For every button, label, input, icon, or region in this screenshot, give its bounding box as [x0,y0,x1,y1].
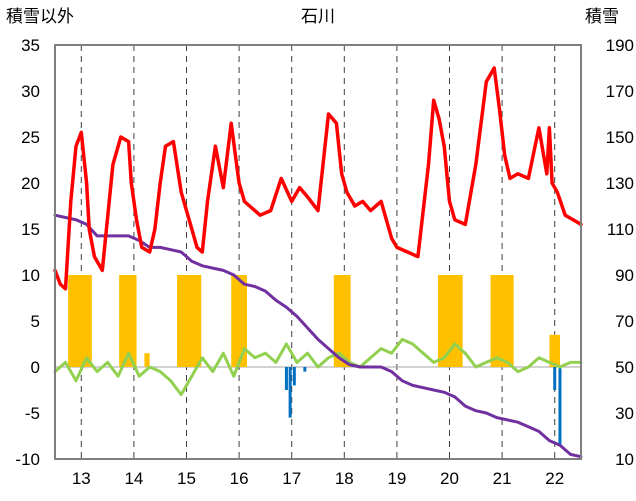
orange-bar-2 [144,353,150,367]
series-line-red [53,66,583,291]
left-tick-label-0: -10 [15,450,40,469]
orange-bar-8 [549,334,560,367]
orange-bar-7 [490,275,514,367]
right-tick-label-8: 170 [606,82,634,101]
left-tick-label-1: -5 [25,404,40,423]
left-axis-label: 積雪以外 [6,7,74,27]
orange-bar-3 [177,275,202,367]
x-tick-label-6: 19 [387,469,406,488]
orange-bars [68,275,560,367]
left-tick-label-9: 35 [21,36,40,55]
left-tick-label-2: 0 [31,358,40,377]
left-tick-label-3: 5 [31,312,40,331]
right-tick-label-0: 10 [615,450,634,469]
series-lines [53,66,583,459]
left-tick-label-7: 25 [21,128,40,147]
x-tick-label-8: 21 [493,469,512,488]
left-tick-label-5: 15 [21,220,40,239]
right-tick-label-9: 190 [606,36,634,55]
x-tick-label-4: 17 [282,469,301,488]
plot-frame [54,44,582,460]
x-tick-label-3: 16 [230,469,249,488]
orange-bar-6 [437,275,463,367]
right-tick-label-3: 70 [615,312,634,331]
x-tick-label-0: 13 [72,469,91,488]
right-axis-ticks: 10 30 50 70 90 110 130 150 170 190 [606,36,634,469]
grid-lines [55,45,581,459]
left-tick-label-4: 10 [21,266,40,285]
blue-bars [284,367,562,446]
right-tick-label-2: 50 [615,358,634,377]
x-tick-label-5: 18 [335,469,354,488]
blue-bar-3 [303,367,307,372]
orange-bar-1 [119,275,137,367]
left-tick-label-6: 20 [21,174,40,193]
right-tick-label-6: 130 [606,174,634,193]
series-line-green [53,337,583,397]
right-axis-label: 積雪 [585,7,619,27]
x-axis-ticks: 13 14 15 16 17 18 19 20 21 22 [72,469,564,488]
blue-bar-1 [288,367,292,418]
blue-bar-2 [292,367,296,386]
x-tick-label-2: 15 [177,469,196,488]
chart-title: 石川 [301,7,335,27]
orange-bar-0 [68,275,92,367]
x-tick-label-1: 14 [124,469,143,488]
x-tick-label-7: 20 [440,469,459,488]
right-tick-label-5: 110 [607,220,634,239]
blue-bar-4 [553,367,557,390]
right-tick-label-7: 150 [606,128,634,147]
orange-bar-4 [231,275,247,367]
blue-bar-0 [284,367,288,390]
right-tick-label-1: 30 [615,404,634,423]
x-tick-label-9: 22 [545,469,564,488]
orange-bar-5 [333,275,351,367]
right-tick-label-4: 90 [615,266,634,285]
series-line-purple [53,213,583,459]
left-axis-ticks: -10 -5 0 5 10 15 20 25 30 35 [15,36,40,469]
blue-bar-5 [558,367,562,446]
left-tick-label-8: 30 [21,82,40,101]
